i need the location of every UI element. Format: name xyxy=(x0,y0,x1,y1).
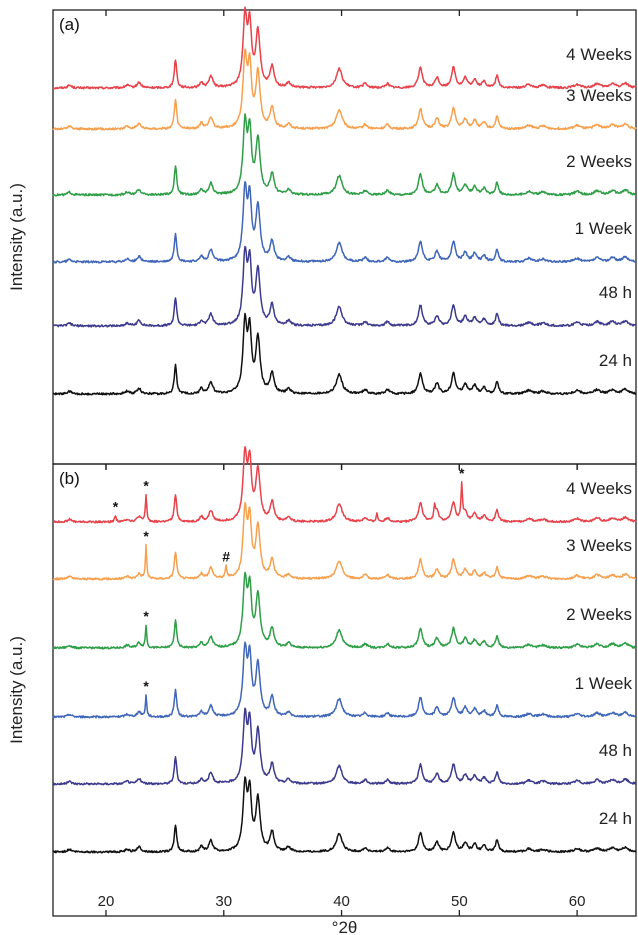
series-line-24-h xyxy=(52,776,637,854)
series-line-48-h xyxy=(52,707,637,786)
x-axis-title: °2θ xyxy=(332,918,358,935)
peak-marker: * xyxy=(113,498,119,514)
panel-b: (b) Intensity (a.u.) 20 30 40 50 60 4 Weeks 3 We… xyxy=(7,446,637,917)
series-line-24-h xyxy=(52,312,637,396)
panel-frame xyxy=(52,463,637,917)
panel-a: (a) Intensity (a.u.) 4 Weeks 3 Weeks 2 Weeks… xyxy=(7,6,637,470)
peak-marker: * xyxy=(143,678,149,694)
series-line-48-h xyxy=(52,245,637,328)
series-line-4-weeks xyxy=(52,6,637,90)
chart-layer: (a) Intensity (a.u.) 4 Weeks 3 Weeks 2 Weeks… xyxy=(7,6,637,935)
series-line-1-week xyxy=(52,641,637,719)
series-line-4-weeks xyxy=(52,446,637,524)
peak-marker: * xyxy=(143,608,149,624)
panel-label: (b) xyxy=(59,469,80,488)
series-label-2-weeks: 2 Weeks xyxy=(566,605,632,624)
series-label-4-weeks: 4 Weeks xyxy=(566,45,632,64)
x-tick-label: 60 xyxy=(569,893,586,910)
peak-marker: * xyxy=(143,477,149,493)
series-label-3-weeks: 3 Weeks xyxy=(566,536,632,555)
series-line-2-weeks xyxy=(52,571,637,650)
x-tick-label: 50 xyxy=(451,893,468,910)
series-label-1-week: 1 Week xyxy=(575,219,633,238)
peak-marker: * xyxy=(459,465,465,481)
y-axis-title: Intensity (a.u.) xyxy=(7,183,26,291)
panel-label: (a) xyxy=(59,15,80,34)
series-line-3-weeks xyxy=(52,48,637,131)
series-label-4-weeks: 4 Weeks xyxy=(566,479,632,498)
series-label-1-week: 1 Week xyxy=(575,674,633,693)
series-line-1-week xyxy=(52,181,637,264)
series-label-48-h: 48 h xyxy=(599,741,632,760)
x-tick-label: 30 xyxy=(215,893,232,910)
series-line-3-weeks xyxy=(52,501,637,581)
peak-marker: * xyxy=(143,528,149,544)
x-tick-label: 20 xyxy=(98,893,115,910)
series-label-2-weeks: 2 Weeks xyxy=(566,152,632,171)
series-line-2-weeks xyxy=(52,113,637,197)
x-tick-label: 40 xyxy=(333,893,350,910)
peak-marker: # xyxy=(222,548,230,564)
series-label-24-h: 24 h xyxy=(599,351,632,370)
series-label-3-weeks: 3 Weeks xyxy=(566,86,632,105)
y-axis-title: Intensity (a.u.) xyxy=(7,636,26,744)
series-label-48-h: 48 h xyxy=(599,283,632,302)
series-label-24-h: 24 h xyxy=(599,809,632,828)
